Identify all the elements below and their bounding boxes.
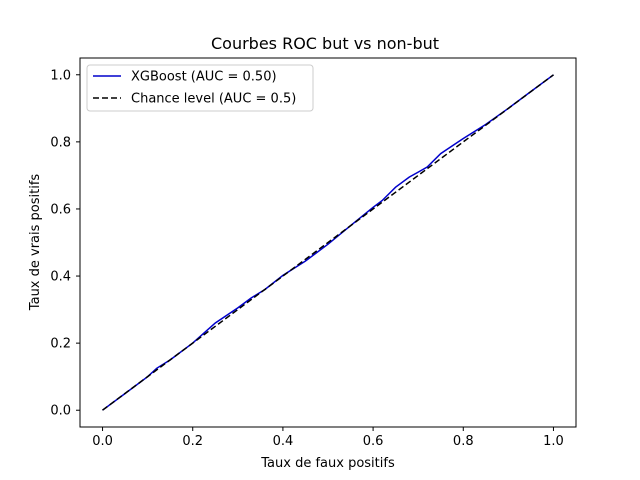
chart-title: Courbes ROC but vs non-but xyxy=(211,34,439,53)
legend-box xyxy=(86,64,314,112)
x-tick-label: 0.0 xyxy=(92,434,113,449)
legend: XGBoost (AUC = 0.50) Chance level (AUC = … xyxy=(86,64,314,112)
x-axis-label: Taux de faux positifs xyxy=(260,456,395,471)
x-tick-label: 1.0 xyxy=(543,434,564,449)
x-tick-label: 0.6 xyxy=(363,434,384,449)
y-axis-label: Taux de vrais positifs xyxy=(28,174,43,312)
y-tick-label: 0.8 xyxy=(50,135,71,150)
axis-ticks: 0.0 0.2 0.4 0.6 0.8 1.0 0.0 0.2 0.4 0.6 0.8 1.0 xyxy=(50,68,563,449)
y-tick-label: 0.6 xyxy=(50,202,71,217)
axes-frame xyxy=(79,57,577,428)
legend-label: Chance level (AUC = 0.5) xyxy=(131,92,296,107)
y-tick-label: 1.0 xyxy=(50,68,71,83)
x-tick-label: 0.4 xyxy=(273,434,294,449)
y-tick-label: 0.2 xyxy=(50,337,71,352)
x-tick-label: 0.2 xyxy=(182,434,203,449)
y-tick-label: 0.0 xyxy=(50,404,71,419)
chance-level-line xyxy=(102,74,554,411)
y-tick-label: 0.4 xyxy=(50,270,71,285)
x-tick-label: 0.8 xyxy=(453,434,474,449)
plot-area xyxy=(102,74,554,411)
legend-label: XGBoost (AUC = 0.50) xyxy=(131,70,277,85)
